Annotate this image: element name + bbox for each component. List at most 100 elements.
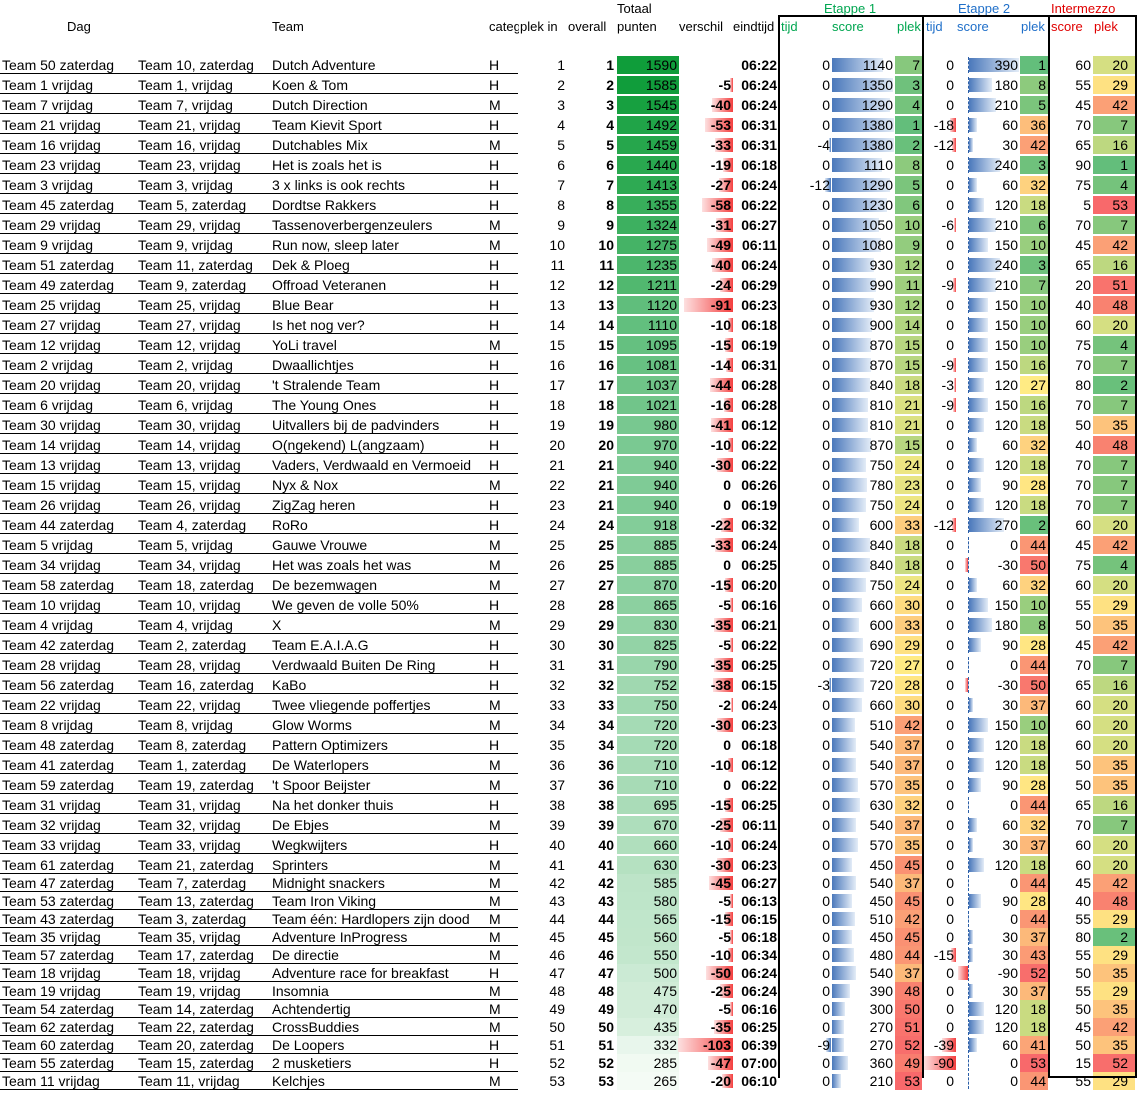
- row-divider: [0, 233, 518, 234]
- e1-plek-heat-cell: [895, 928, 922, 946]
- e2-score-bar: [969, 498, 984, 512]
- row-e2-plek: 32: [1030, 577, 1046, 593]
- row-e1-tijd: 0: [822, 417, 830, 433]
- intermezzo-plek-heat-cell: [1093, 136, 1135, 154]
- row-dag: Team 42 zaterdag: [2, 637, 115, 653]
- header-categorie: categorie: [489, 19, 519, 34]
- row-e1-tijd: 0: [822, 1001, 830, 1017]
- row-intermezzo-score: 70: [1075, 657, 1091, 673]
- row-overall: 25: [598, 537, 614, 553]
- row-categorie: M: [489, 537, 501, 553]
- row-plek-in: 28: [549, 597, 565, 613]
- row-e2-plek: 44: [1030, 797, 1046, 813]
- row-e1-plek: 29: [904, 637, 920, 653]
- e1-plek-heat-cell: [895, 1054, 922, 1072]
- intermezzo-plek-heat-cell: [1093, 56, 1135, 74]
- row-intermezzo-plek: 16: [1112, 257, 1128, 273]
- verschil-bar: [731, 698, 733, 712]
- e2-score-axis: [968, 457, 969, 473]
- row-categorie: H: [489, 357, 500, 373]
- intermezzo-plek-heat-cell: [1093, 216, 1135, 234]
- row-punten: 475: [653, 983, 677, 999]
- e1-score-bar: [832, 558, 870, 572]
- row-categorie: H: [489, 837, 500, 853]
- row-eindtijd: 06:18: [741, 157, 777, 173]
- row-overall: 7: [606, 177, 614, 193]
- row-e1-score: 990: [869, 277, 893, 293]
- e2-score-bar: [969, 178, 977, 192]
- row-dag: Team 21 vrijdag: [2, 117, 101, 133]
- row-verschil: -15: [710, 797, 731, 813]
- row-e1-plek: 24: [904, 497, 920, 513]
- row-intermezzo-score: 55: [1075, 983, 1091, 999]
- row-e2-plek: 36: [1030, 117, 1046, 133]
- e2-score-axis: [968, 517, 969, 533]
- row-eindtijd: 06:31: [741, 137, 777, 153]
- e1-plek-heat-cell: [895, 636, 922, 654]
- row-e1-tijd: 0: [822, 697, 830, 713]
- row-e2-plek: 28: [1030, 477, 1046, 493]
- row-team-name: Dek & Ploeg: [272, 257, 350, 273]
- row-verschil: -15: [710, 911, 731, 927]
- e1-plek-heat-cell: [895, 136, 922, 154]
- row-verschil: -50: [710, 965, 731, 981]
- row-plek-in: 10: [549, 237, 565, 253]
- e2-score-neg-bar: [965, 558, 968, 572]
- e2-score-bar: [969, 838, 973, 852]
- row-verschil: -10: [710, 757, 731, 773]
- row-punten: 332: [653, 1037, 677, 1053]
- row-overall: 43: [598, 893, 614, 909]
- row-dag: Team 62 zaterdag: [2, 1019, 115, 1035]
- e1-plek-heat-cell: [895, 556, 922, 574]
- row-e1-tijd: 0: [822, 157, 830, 173]
- row-dag: Team 3 vrijdag: [2, 177, 94, 193]
- e1-score-bar: [832, 638, 863, 652]
- row-team-name: Nyx & Nox: [272, 477, 339, 493]
- verschil-bar: [725, 912, 733, 926]
- row-e2-plek: 18: [1030, 857, 1046, 873]
- row-eindtijd: 06:31: [741, 117, 777, 133]
- row-punten: 980: [653, 417, 677, 433]
- row-e1-tijd: 0: [822, 237, 830, 253]
- row-categorie: M: [489, 1073, 501, 1089]
- row-intermezzo-score: 60: [1075, 737, 1091, 753]
- e2-plek-heat-cell: [1020, 736, 1048, 754]
- row-verschil: 0: [723, 777, 731, 793]
- e2-plek-heat-cell: [1020, 616, 1048, 634]
- row-intermezzo-score: 60: [1075, 57, 1091, 73]
- row-plek-in: 1: [557, 57, 565, 73]
- e1-score-bar: [832, 818, 856, 832]
- e2-score-axis: [968, 297, 969, 313]
- e1-score-bar: [832, 358, 871, 372]
- row-e2-tijd: 0: [946, 893, 954, 909]
- row-divider: [0, 113, 518, 114]
- row-eindtijd: 06:23: [741, 717, 777, 733]
- punten-heat-cell: [617, 336, 679, 354]
- punten-heat-cell: [617, 176, 679, 194]
- row-intermezzo-plek: 42: [1112, 875, 1128, 891]
- row-e2-score: 120: [994, 1001, 1018, 1017]
- row-intermezzo-plek: 35: [1112, 417, 1128, 433]
- row-e1-tijd: 0: [822, 857, 830, 873]
- row-punten: 710: [653, 777, 677, 793]
- row-e2-tijd: 0: [946, 417, 954, 433]
- row-intermezzo-plek: 53: [1112, 197, 1128, 213]
- e1-plek-heat-cell: [895, 1036, 922, 1054]
- row-e1-score: 210: [869, 1073, 893, 1089]
- e1-score-bar: [832, 198, 887, 212]
- row-intermezzo-score: 45: [1075, 237, 1091, 253]
- row-dag: Team 54 zaterdag: [2, 1001, 115, 1017]
- row-e2-plek: 44: [1030, 1073, 1046, 1089]
- row-divider: [0, 333, 518, 334]
- row-plek-in: 25: [549, 537, 565, 553]
- row-e2-tijd: 0: [946, 77, 954, 93]
- e2-plek-heat-cell: [1020, 910, 1048, 928]
- row-e2-tijd: -12: [933, 137, 954, 153]
- row-dag: Team 53 zaterdag: [2, 893, 115, 909]
- row-e2-tijd: 0: [946, 97, 954, 113]
- row-verschil: -16: [710, 397, 731, 413]
- row-eindtijd: 06:22: [741, 457, 777, 473]
- row-eindtijd: 06:22: [741, 437, 777, 453]
- e2-score-bar: [969, 58, 1019, 72]
- header-plek-in: plek in: [520, 19, 558, 34]
